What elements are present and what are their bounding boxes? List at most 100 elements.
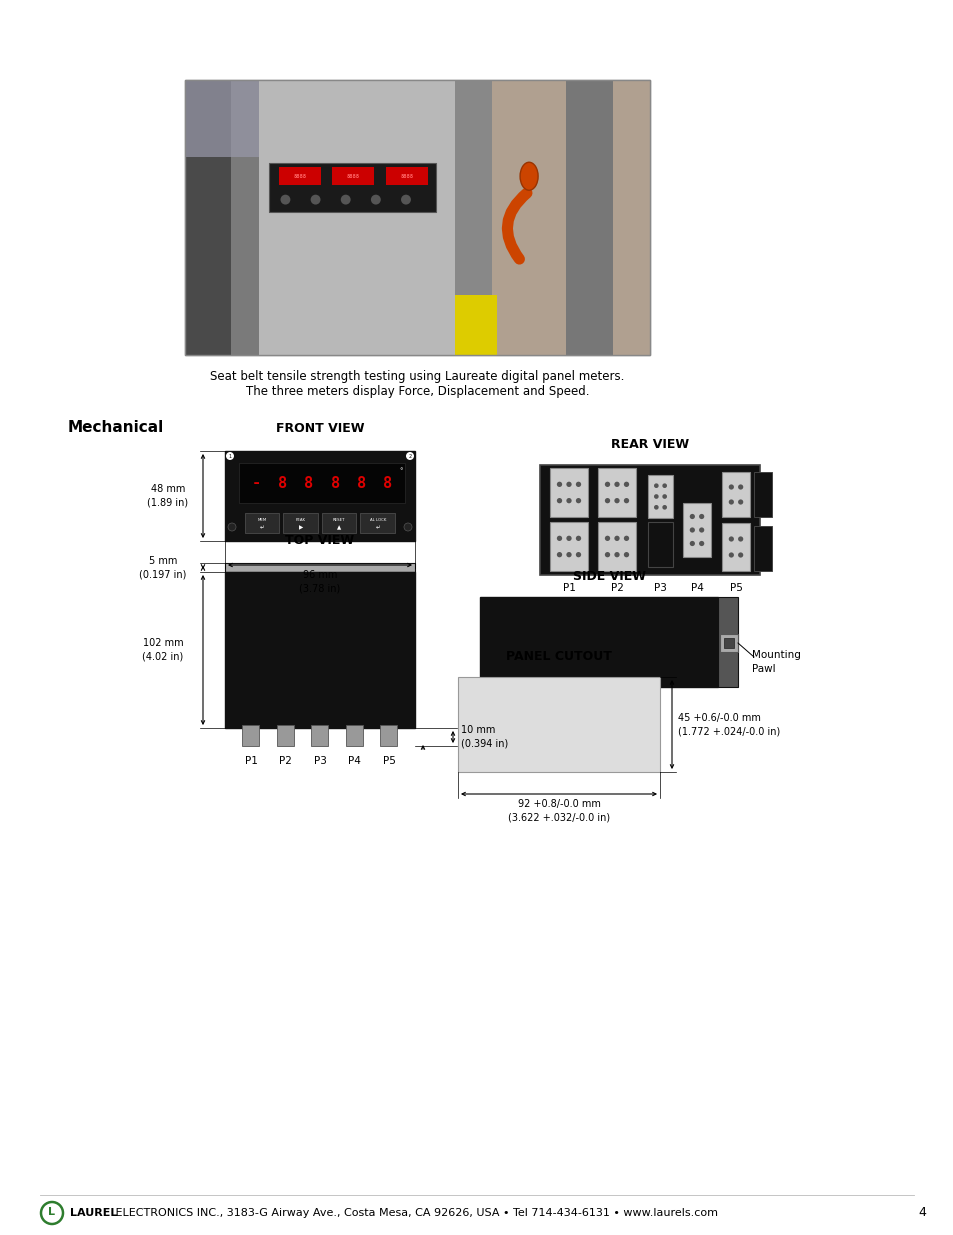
Circle shape	[614, 498, 619, 504]
Bar	[723, 638, 733, 648]
Circle shape	[699, 541, 703, 546]
Bar	[259, 80, 455, 354]
Text: 45 +0.6/-0.0 mm
(1.772 +.024/-0.0 in): 45 +0.6/-0.0 mm (1.772 +.024/-0.0 in)	[678, 713, 780, 736]
Text: 96 mm
(3.78 in): 96 mm (3.78 in)	[299, 571, 340, 593]
Text: P4: P4	[348, 756, 360, 766]
Bar	[346, 725, 363, 746]
Bar	[455, 80, 492, 354]
Bar	[718, 597, 738, 687]
Circle shape	[311, 195, 320, 205]
Circle shape	[400, 195, 411, 205]
Bar	[753, 526, 771, 571]
Text: 8888: 8888	[293, 174, 306, 179]
Circle shape	[403, 522, 412, 531]
Text: ELECTRONICS INC., 3183-G Airway Ave., Costa Mesa, CA 92626, USA • Tel 714-434-61: ELECTRONICS INC., 3183-G Airway Ave., Co…	[112, 1208, 718, 1218]
Circle shape	[623, 536, 628, 541]
Bar	[239, 463, 405, 503]
Text: REAR VIEW: REAR VIEW	[610, 438, 688, 451]
Circle shape	[226, 452, 233, 459]
Bar	[682, 503, 710, 557]
Circle shape	[738, 484, 742, 489]
Circle shape	[623, 552, 628, 557]
Circle shape	[41, 1202, 63, 1224]
Text: TOP VIEW: TOP VIEW	[285, 534, 355, 547]
Circle shape	[566, 482, 571, 487]
Text: 8: 8	[356, 475, 366, 490]
Bar	[242, 725, 259, 746]
Bar	[283, 513, 317, 534]
Bar	[492, 80, 649, 354]
Circle shape	[689, 514, 694, 519]
Text: MEM: MEM	[257, 517, 267, 522]
Circle shape	[280, 195, 290, 205]
Bar	[550, 522, 587, 571]
Text: P3: P3	[653, 583, 666, 593]
Ellipse shape	[519, 162, 537, 190]
Circle shape	[623, 482, 628, 487]
Circle shape	[604, 482, 610, 487]
Text: -: -	[252, 475, 260, 490]
Bar	[566, 80, 612, 354]
Text: 1: 1	[228, 453, 232, 458]
Bar	[598, 468, 636, 517]
Circle shape	[689, 541, 694, 546]
Circle shape	[604, 536, 610, 541]
Text: AL LOCK: AL LOCK	[369, 517, 386, 522]
Text: P2: P2	[610, 583, 622, 593]
Circle shape	[557, 536, 561, 541]
Text: Mechanical: Mechanical	[68, 420, 164, 435]
Circle shape	[576, 552, 580, 557]
Text: P1: P1	[244, 756, 257, 766]
Circle shape	[661, 494, 666, 499]
Circle shape	[728, 552, 733, 558]
Circle shape	[689, 527, 694, 532]
Text: P3: P3	[314, 756, 326, 766]
Circle shape	[654, 483, 658, 488]
Circle shape	[738, 552, 742, 558]
Text: 8888: 8888	[400, 174, 413, 179]
Bar	[245, 513, 279, 534]
Circle shape	[728, 484, 733, 489]
Circle shape	[614, 482, 619, 487]
Circle shape	[699, 514, 703, 519]
Text: P5: P5	[382, 756, 395, 766]
Text: The three meters display Force, Displacement and Speed.: The three meters display Force, Displace…	[246, 385, 589, 398]
Bar	[598, 522, 636, 571]
Text: FRONT VIEW: FRONT VIEW	[275, 422, 364, 435]
Circle shape	[557, 498, 561, 504]
Bar	[185, 80, 649, 354]
Text: 4: 4	[917, 1207, 925, 1219]
Text: PEAK: PEAK	[295, 517, 305, 522]
Text: 10 mm
(0.394 in): 10 mm (0.394 in)	[460, 725, 508, 748]
Text: ↵: ↵	[375, 525, 379, 530]
Text: P5: P5	[729, 583, 741, 593]
Text: 8: 8	[277, 475, 287, 490]
Circle shape	[654, 494, 658, 499]
Text: P2: P2	[279, 756, 292, 766]
Text: 92 +0.8/-0.0 mm
(3.622 +.032/-0.0 in): 92 +0.8/-0.0 mm (3.622 +.032/-0.0 in)	[507, 799, 609, 823]
Circle shape	[406, 452, 414, 459]
Text: Mounting
Pawl: Mounting Pawl	[751, 650, 800, 674]
Bar	[185, 80, 232, 354]
Text: 8: 8	[331, 475, 339, 490]
Circle shape	[557, 552, 561, 557]
Text: LAUREL: LAUREL	[70, 1208, 117, 1218]
Circle shape	[604, 498, 610, 504]
Bar	[385, 168, 427, 185]
Bar	[322, 513, 356, 534]
Text: 8: 8	[383, 475, 392, 490]
Circle shape	[654, 505, 658, 510]
Text: ▶: ▶	[298, 525, 302, 530]
Text: °: °	[399, 468, 402, 474]
Text: Seat belt tensile strength testing using Laureate digital panel meters.: Seat belt tensile strength testing using…	[210, 370, 624, 383]
Bar	[539, 466, 760, 576]
Circle shape	[566, 498, 571, 504]
Circle shape	[566, 552, 571, 557]
Circle shape	[576, 482, 580, 487]
Text: 8: 8	[304, 475, 314, 490]
Bar	[721, 472, 749, 517]
Text: PANEL CUTOUT: PANEL CUTOUT	[505, 650, 611, 663]
Circle shape	[614, 536, 619, 541]
Circle shape	[576, 498, 580, 504]
Bar	[225, 563, 415, 572]
